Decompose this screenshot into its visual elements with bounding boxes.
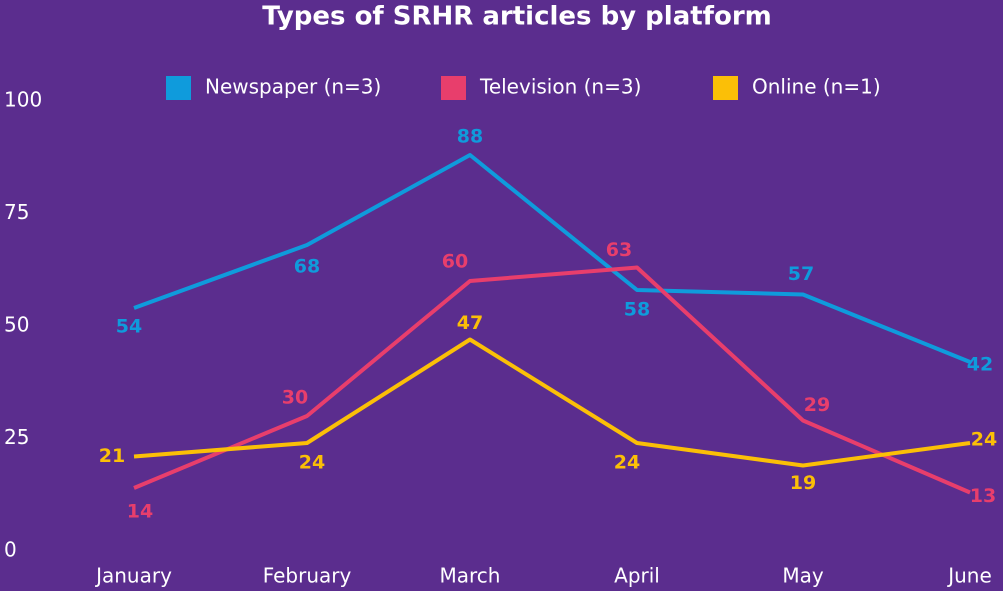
data-label: 58	[624, 299, 650, 321]
data-label: 57	[788, 263, 814, 285]
legend-swatch	[713, 76, 738, 100]
data-label: 30	[282, 387, 308, 409]
data-label: 47	[457, 312, 483, 334]
series-line	[133, 337, 971, 468]
x-tick-label: April	[614, 564, 660, 588]
data-label: 24	[971, 429, 997, 451]
data-label: 24	[299, 452, 325, 474]
y-tick-label: 25	[4, 425, 29, 449]
data-label: 60	[442, 251, 468, 273]
data-label: 21	[99, 445, 125, 467]
x-tick-label: January	[94, 564, 172, 588]
legend-swatch	[441, 76, 466, 100]
x-tick-label: February	[263, 564, 352, 588]
data-label: 63	[606, 239, 632, 261]
data-label: 29	[804, 394, 830, 416]
y-tick-label: 50	[4, 313, 29, 337]
legend-swatch	[166, 76, 191, 100]
y-tick-label: 0	[4, 538, 17, 562]
data-label: 19	[790, 472, 816, 494]
chart-title: Types of SRHR articles by platform	[262, 2, 772, 32]
x-tick-label: June	[946, 564, 992, 588]
series-line	[133, 265, 971, 495]
legend-label: Television (n=3)	[479, 75, 641, 99]
y-tick-label: 75	[4, 200, 29, 224]
y-tick-label: 100	[4, 88, 42, 112]
data-label: 88	[457, 126, 483, 148]
data-label: 68	[294, 256, 320, 278]
data-label: 42	[967, 354, 993, 376]
legend-label: Online (n=1)	[752, 75, 881, 99]
data-label: 54	[116, 316, 142, 338]
x-tick-label: March	[440, 564, 501, 588]
data-label: 14	[127, 501, 153, 523]
series-line	[133, 153, 971, 364]
data-label: 13	[970, 485, 996, 507]
data-label: 24	[614, 452, 640, 474]
x-tick-label: May	[782, 564, 824, 588]
legend-label: Newspaper (n=3)	[205, 75, 381, 99]
